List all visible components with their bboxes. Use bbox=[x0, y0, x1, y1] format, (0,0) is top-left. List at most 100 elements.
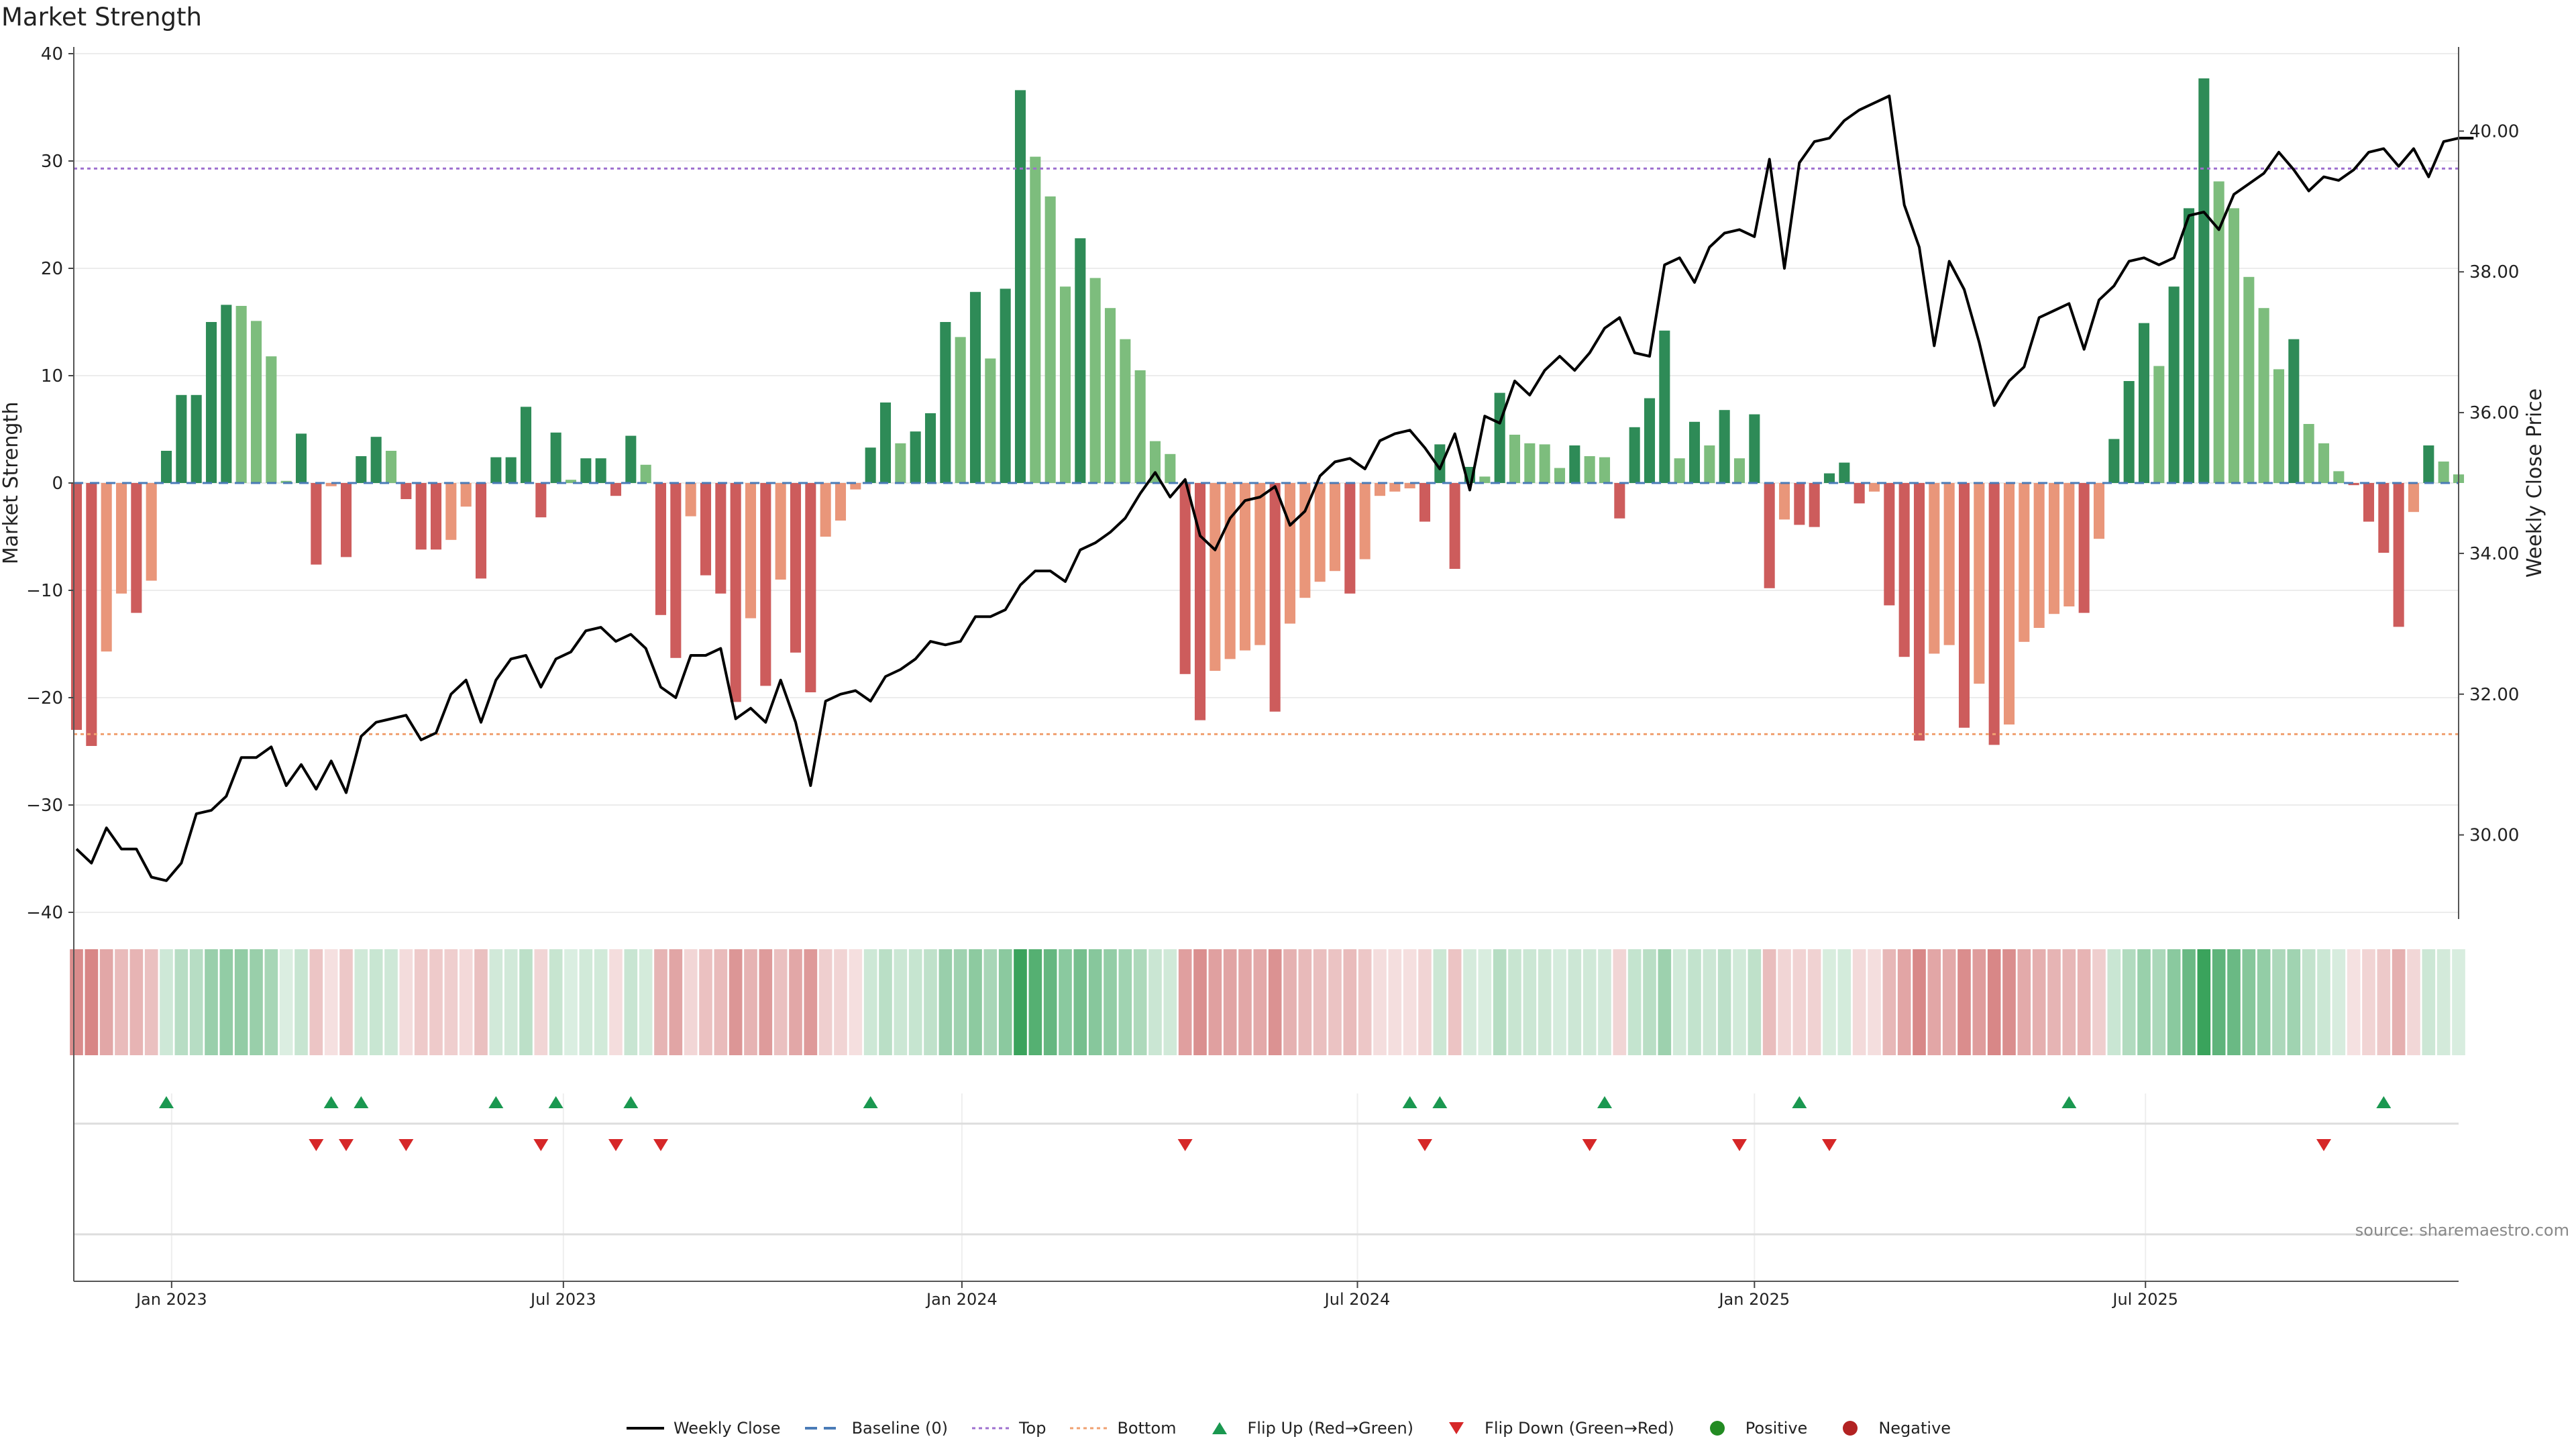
heat-cell bbox=[2377, 949, 2391, 1055]
dash-legend-icon bbox=[804, 1427, 843, 1430]
strength-bar bbox=[2093, 483, 2105, 539]
heat-cell bbox=[1972, 949, 1986, 1055]
heat-cell bbox=[129, 949, 144, 1055]
strength-bar bbox=[1314, 483, 1326, 582]
circle-legend-icon bbox=[1709, 1421, 1725, 1436]
heat-cell bbox=[938, 949, 953, 1055]
legend-label: Baseline (0) bbox=[851, 1419, 948, 1438]
heat-cell bbox=[2182, 949, 2196, 1055]
strength-bar bbox=[1629, 427, 1640, 483]
flip-down-marker bbox=[309, 1139, 324, 1151]
heat-cell bbox=[2212, 949, 2226, 1055]
strength-bar bbox=[1644, 398, 1656, 483]
y-tick-label: 10 bbox=[41, 366, 63, 386]
heat-cell bbox=[1328, 949, 1342, 1055]
strength-bar bbox=[1884, 483, 1895, 606]
strength-bar bbox=[1299, 483, 1311, 598]
circle-legend-icon bbox=[1843, 1421, 1858, 1436]
strength-bar bbox=[1419, 483, 1431, 522]
strength-bar bbox=[1764, 483, 1775, 588]
source-note: source: sharemaestro.com bbox=[2355, 1221, 2569, 1240]
strength-bar bbox=[176, 394, 187, 483]
weekly-close-line bbox=[75, 95, 2474, 882]
strength-bar bbox=[1044, 196, 1056, 483]
strength-bar bbox=[1120, 339, 1131, 483]
y2-tick-label: 36.00 bbox=[2469, 403, 2519, 423]
strength-heat-strip bbox=[70, 949, 2465, 1055]
heat-cell bbox=[354, 949, 368, 1055]
heat-cell bbox=[1043, 949, 1057, 1055]
strength-bar bbox=[325, 483, 337, 486]
strength-bar bbox=[1389, 483, 1401, 492]
heat-cell bbox=[2047, 949, 2061, 1055]
legend-item: Positive bbox=[1697, 1419, 1807, 1438]
strength-bar bbox=[610, 483, 622, 496]
y-tick-label: −10 bbox=[26, 581, 63, 601]
strength-bar bbox=[250, 321, 262, 483]
strength-bar bbox=[1913, 483, 1925, 741]
strength-bar bbox=[86, 483, 97, 746]
heat-cell bbox=[2332, 949, 2346, 1055]
heat-cell bbox=[339, 949, 353, 1055]
heat-cell bbox=[519, 949, 533, 1055]
heat-cell bbox=[2092, 949, 2106, 1055]
strength-bar bbox=[1854, 483, 1865, 504]
legend-item: Flip Up (Red→Green) bbox=[1199, 1419, 1414, 1438]
strength-bar bbox=[2003, 483, 2015, 724]
heat-cell bbox=[234, 949, 248, 1055]
legend-label: Flip Up (Red→Green) bbox=[1247, 1419, 1414, 1438]
strength-bar bbox=[1210, 483, 1221, 671]
strength-bar bbox=[146, 483, 157, 581]
heat-cell bbox=[894, 949, 908, 1055]
strength-bar bbox=[1059, 286, 1071, 483]
heat-cell bbox=[773, 949, 788, 1055]
heat-cell bbox=[744, 949, 757, 1055]
legend-label: Top bbox=[1018, 1419, 1046, 1438]
heat-cell bbox=[115, 949, 128, 1055]
heat-cell bbox=[1343, 949, 1357, 1055]
strength-bar bbox=[2183, 208, 2195, 483]
flip-down-marker bbox=[653, 1139, 668, 1151]
strength-bar bbox=[2258, 308, 2269, 483]
strength-bar bbox=[1674, 458, 1685, 483]
strength-bar bbox=[356, 456, 367, 483]
heat-cell bbox=[789, 949, 802, 1055]
flip-up-marker bbox=[354, 1096, 369, 1108]
strength-bar bbox=[415, 483, 427, 550]
strength-bar bbox=[191, 394, 202, 483]
heat-cell bbox=[2137, 949, 2151, 1055]
heat-cell bbox=[459, 949, 473, 1055]
strength-bar bbox=[2138, 323, 2150, 483]
strength-bar bbox=[1823, 473, 1835, 483]
flip-up-marker bbox=[488, 1096, 504, 1108]
strength-bar bbox=[1809, 483, 1820, 527]
heat-cell bbox=[759, 949, 773, 1055]
strength-bar bbox=[1659, 330, 1670, 483]
y2-tick-label: 34.00 bbox=[2469, 544, 2519, 564]
strength-bar bbox=[2108, 439, 2120, 483]
strength-bar bbox=[370, 437, 382, 483]
triangle-down-legend-icon bbox=[1449, 1422, 1464, 1434]
strength-bar bbox=[1599, 457, 1611, 483]
strength-bar bbox=[1974, 483, 1985, 684]
heat-cell bbox=[2436, 949, 2451, 1055]
strength-bar bbox=[835, 483, 847, 521]
heat-cell bbox=[189, 949, 203, 1055]
heat-cell bbox=[1448, 949, 1462, 1055]
heat-cell bbox=[1178, 949, 1192, 1055]
strength-bar bbox=[910, 431, 921, 483]
chart-title: Market Strength bbox=[1, 3, 202, 32]
y-tick-label: 0 bbox=[52, 474, 63, 494]
strength-bar bbox=[760, 483, 771, 686]
strength-bar bbox=[2123, 381, 2135, 483]
flip-down-marker bbox=[1732, 1139, 1747, 1151]
heat-cell bbox=[279, 949, 293, 1055]
heat-cell bbox=[1762, 949, 1776, 1055]
strength-bar bbox=[1509, 435, 1521, 483]
strength-bar bbox=[2213, 181, 2224, 483]
heat-cell bbox=[219, 949, 233, 1055]
heat-cell bbox=[594, 949, 608, 1055]
heat-cell bbox=[205, 949, 218, 1055]
strength-bar bbox=[2333, 471, 2345, 483]
flip-down-marker bbox=[533, 1139, 549, 1151]
